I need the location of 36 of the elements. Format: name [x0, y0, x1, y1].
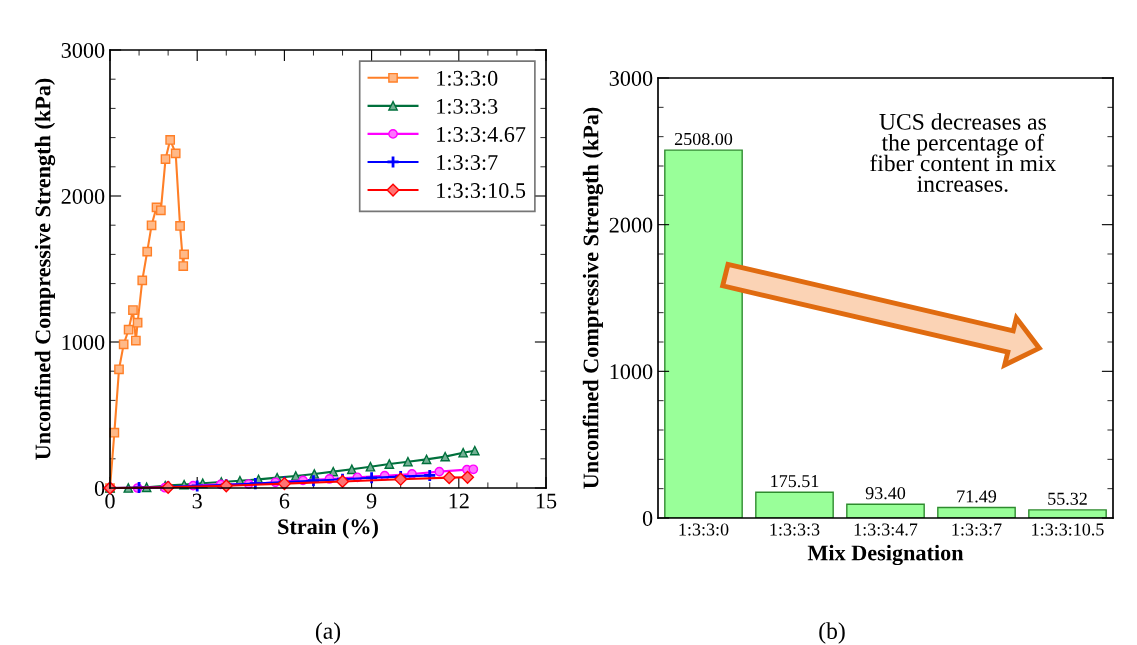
data-label: 2508.00	[674, 132, 733, 146]
x-tick-label: 6	[279, 493, 290, 509]
x-tick-label: 1:3:3:4.7	[854, 523, 918, 536]
x-tick-label: 1:3:3:0	[679, 523, 729, 536]
x-tick-label: 1:3:3:7	[952, 523, 1002, 536]
data-label: 175.51	[771, 475, 819, 488]
legend-label: 1:3:3:0	[437, 70, 498, 86]
x-axis-title: Mix Designation	[807, 544, 964, 566]
y-tick-label: 2000	[61, 188, 105, 204]
data-label: 55.32	[1048, 492, 1087, 505]
legend-label: 1:3:3:3	[437, 98, 498, 114]
y-tick-label: 0	[94, 480, 105, 496]
text: (a)	[315, 622, 341, 644]
x-tick-label: 3	[192, 493, 202, 509]
text: (b)	[819, 622, 845, 644]
data-label: 93.40	[865, 487, 906, 500]
annotation: UCS decreases as the percentage of fiber content in mix increases.	[870, 113, 1056, 192]
y-tick-label: 3000	[609, 70, 653, 86]
legend-label: 1:3:3:10.5	[437, 183, 526, 199]
y-axis-title: Unconfined Compressive Strength (kPa)	[34, 78, 56, 460]
x-tick-label: 1:3:3:10.5	[1032, 523, 1104, 536]
x-tick-label: 12	[449, 493, 469, 509]
y-tick-label: 1000	[62, 334, 105, 350]
y-tick-label: 1000	[610, 364, 653, 380]
y-tick-label: 3000	[61, 42, 105, 58]
x-tick-label: 0	[105, 493, 115, 509]
y-tick-label: 0	[642, 510, 653, 526]
x-tick-label: 15	[536, 493, 557, 509]
x-tick-label: 1:3:3:3	[770, 523, 820, 536]
x-tick-label: 9	[366, 493, 377, 509]
data-label: 71.49	[957, 490, 997, 503]
legend-label: 1:3:3:4.67	[437, 126, 526, 142]
legend-label: 1:3:3:7	[437, 155, 498, 171]
x-axis-title: Strain (%)	[278, 518, 378, 539]
y-axis-title: Unconfined Compressive Strength (kPa)	[582, 107, 604, 489]
y-tick-label: 2000	[609, 217, 653, 233]
